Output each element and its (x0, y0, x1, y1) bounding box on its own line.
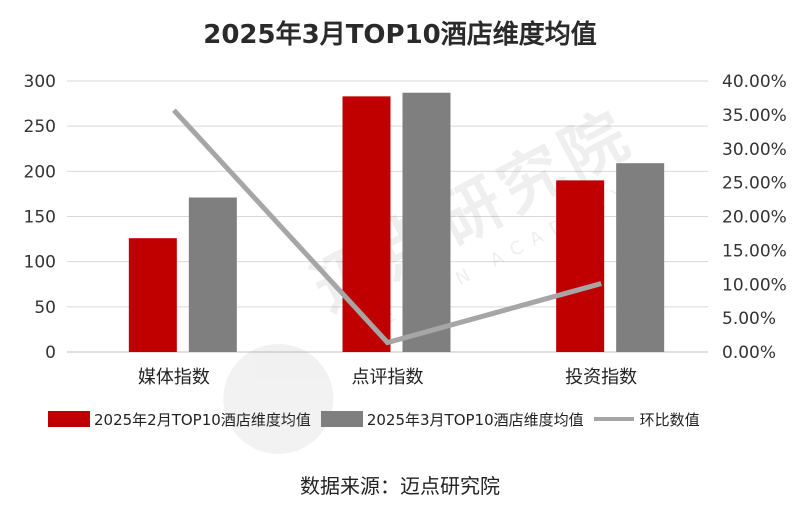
legend-label-feb: 2025年2月TOP10酒店维度均值 (94, 410, 311, 429)
legend-item-ratio: 环比数值 (593, 409, 700, 430)
y-tick-label: 200 (24, 162, 56, 182)
y-tick-label: 0 (45, 343, 56, 363)
y2-tick-label: 25.00% (722, 174, 787, 194)
y2-tick-label: 20.00% (722, 208, 787, 228)
y2-tick-label: 10.00% (722, 275, 787, 295)
chart-legend: 2025年2月TOP10酒店维度均值 2025年3月TOP10酒店维度均值 环比… (48, 408, 710, 430)
bar-feb (128, 238, 177, 352)
legend-label-ratio: 环比数值 (639, 410, 700, 429)
bar-feb (556, 180, 605, 352)
x-tick-label: 媒体指数 (138, 367, 210, 388)
bar-feb (342, 96, 391, 353)
legend-swatch-mar (320, 411, 363, 427)
x-tick-label: 投资指数 (565, 367, 637, 388)
y2-tick-label: 40.00% (722, 72, 787, 92)
legend-item-feb: 2025年2月TOP10酒店维度均值 (48, 409, 311, 430)
watermark-emblem (223, 343, 334, 454)
chart-title: 2025年3月TOP10酒店维度均值 (203, 20, 597, 50)
legend-item-mar: 2025年3月TOP10酒店维度均值 (320, 409, 584, 430)
y2-tick-label: 35.00% (722, 106, 787, 126)
y-tick-label: 50 (34, 298, 56, 318)
bar-mar (188, 197, 237, 352)
bar-mar (402, 92, 451, 352)
y2-tick-label: 15.00% (722, 241, 787, 261)
y2-tick-label: 30.00% (722, 140, 787, 160)
legend-swatch-feb (48, 411, 90, 427)
y-tick-label: 100 (24, 253, 56, 273)
source-note: 数据来源：迈点研究院 (300, 474, 500, 498)
y2-tick-label: 5.00% (722, 309, 776, 329)
legend-swatch-ratio (593, 417, 634, 421)
y2-tick-label: 0.00% (722, 343, 776, 363)
x-tick-label: 点评指数 (352, 367, 424, 388)
y-tick-label: 300 (24, 72, 56, 92)
bar-mar (616, 163, 665, 352)
y-tick-label: 150 (24, 208, 56, 228)
legend-label-mar: 2025年3月TOP10酒店维度均值 (366, 410, 584, 429)
y-tick-label: 250 (24, 117, 56, 137)
